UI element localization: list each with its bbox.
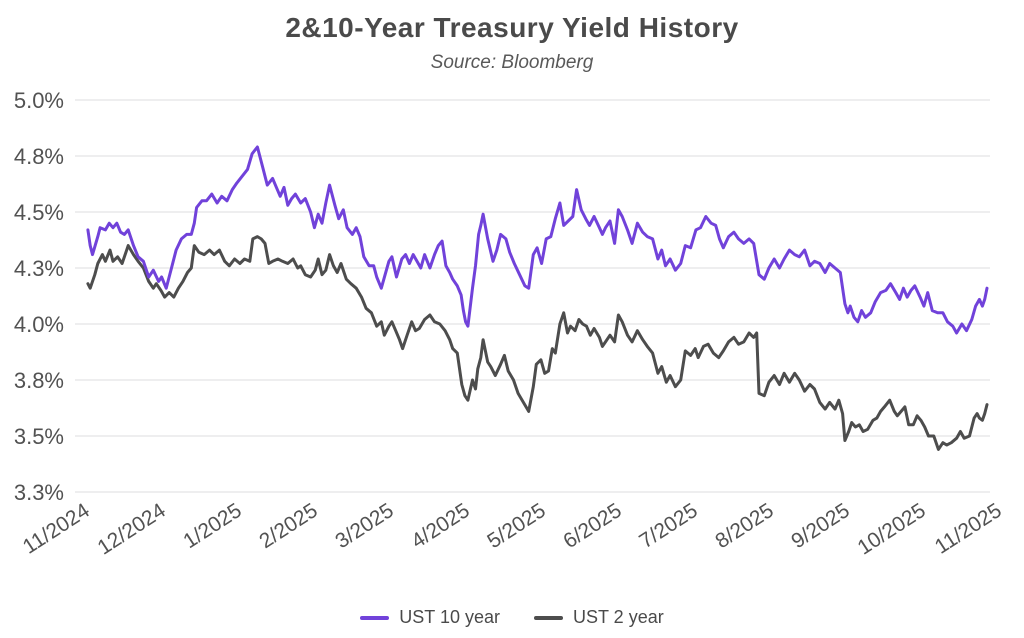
x-tick-label-9/2025: 9/2025 (787, 499, 853, 553)
ust-2-year-label: UST 2 year (573, 607, 664, 627)
x-tick-label-3/2025: 3/2025 (331, 499, 397, 553)
y-tick-label-3.5%: 3.5% (14, 424, 64, 449)
legend-item-ust-10-year: UST 10 year (360, 607, 500, 628)
x-tick-label-10/2025: 10/2025 (854, 499, 930, 560)
chart-legend: UST 10 year UST 2 year (0, 607, 1024, 628)
x-tick-label-7/2025: 7/2025 (635, 499, 701, 553)
chart-title: 2&10-Year Treasury Yield History (285, 12, 739, 43)
ust-10-year-swatch (360, 615, 390, 620)
gridlines (75, 99, 990, 493)
ust-2-year-line (86, 235, 989, 451)
x-tick-label-11/2025: 11/2025 (931, 499, 1006, 559)
x-tick-label-1/2025: 1/2025 (179, 499, 245, 553)
x-tick-label-2/2025: 2/2025 (255, 499, 321, 553)
x-axis-labels: 11/2024 12/2024 1/2025 2/2025 3/2025 4/2025 5/… (19, 499, 1006, 560)
ust-10-year-line (86, 145, 989, 335)
y-axis-labels: 5.0% 4.8% 4.5% 4.3% 4.0% 3.8% 3.5% 3.3% (14, 88, 64, 505)
y-tick-label-5.0%: 5.0% (14, 88, 64, 113)
y-tick-label-3.8%: 3.8% (14, 368, 64, 393)
y-tick-label-4.0%: 4.0% (14, 312, 64, 337)
x-tick-label-12/2024: 12/2024 (94, 499, 170, 560)
ust-2-year-swatch (534, 615, 563, 620)
x-tick-label-4/2025: 4/2025 (407, 499, 473, 553)
x-tick-label-6/2025: 6/2025 (559, 499, 625, 553)
x-tick-label-8/2025: 8/2025 (711, 499, 777, 553)
x-tick-label-5/2025: 5/2025 (483, 499, 549, 553)
y-tick-label-4.5%: 4.5% (14, 200, 64, 225)
y-tick-label-3.3%: 3.3% (14, 480, 64, 505)
series-lines (86, 145, 989, 451)
x-tick-label-11/2024: 11/2024 (19, 499, 94, 559)
y-tick-label-4.8%: 4.8% (14, 144, 64, 169)
ust-10-year-label: UST 10 year (399, 607, 500, 627)
legend-item-ust-2-year: UST 2 year (534, 607, 664, 628)
y-tick-label-4.3%: 4.3% (14, 256, 64, 281)
chart-subtitle: Source: Bloomberg (430, 52, 594, 73)
